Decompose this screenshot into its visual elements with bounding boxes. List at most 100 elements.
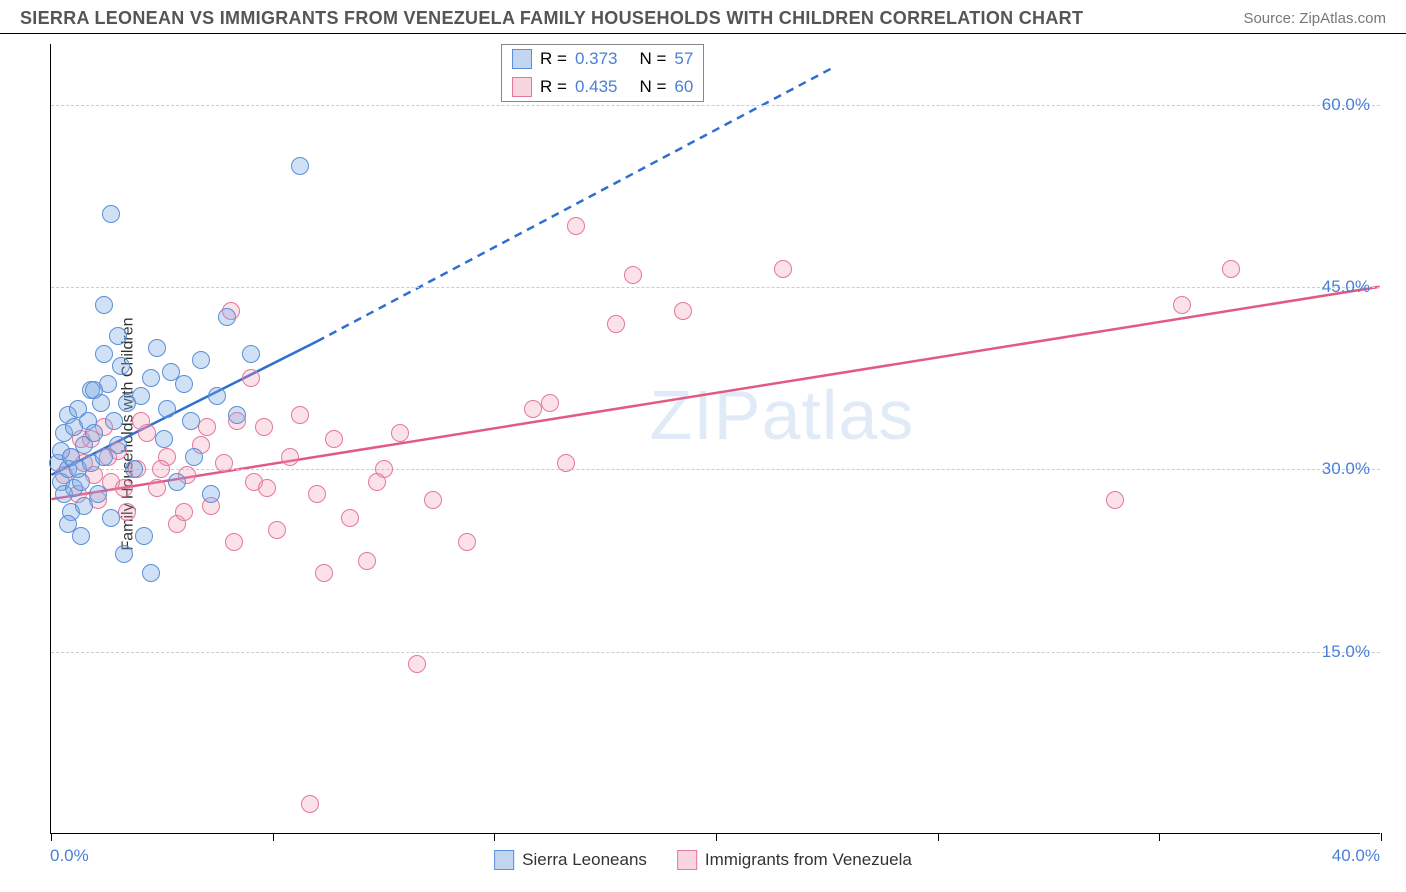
data-point-blue bbox=[85, 424, 103, 442]
y-tick-label: 60.0% bbox=[1322, 95, 1370, 115]
data-point-pink bbox=[175, 503, 193, 521]
data-point-blue bbox=[202, 485, 220, 503]
data-point-pink bbox=[268, 521, 286, 539]
data-point-pink bbox=[225, 533, 243, 551]
data-point-pink bbox=[1106, 491, 1124, 509]
data-point-pink bbox=[152, 460, 170, 478]
data-point-blue bbox=[135, 527, 153, 545]
data-point-pink bbox=[115, 479, 133, 497]
data-point-blue bbox=[132, 387, 150, 405]
data-point-pink bbox=[607, 315, 625, 333]
data-point-blue bbox=[228, 406, 246, 424]
stats-legend-box: R = 0.373N = 57R = 0.435N = 60 bbox=[501, 44, 704, 102]
data-point-pink bbox=[198, 418, 216, 436]
data-point-pink bbox=[368, 473, 386, 491]
data-point-pink bbox=[215, 454, 233, 472]
chart-header: SIERRA LEONEAN VS IMMIGRANTS FROM VENEZU… bbox=[0, 0, 1406, 34]
data-point-pink bbox=[674, 302, 692, 320]
data-point-blue bbox=[95, 296, 113, 314]
data-point-blue bbox=[182, 412, 200, 430]
x-tick bbox=[273, 833, 274, 841]
gridline-h bbox=[51, 652, 1380, 653]
data-point-blue bbox=[142, 564, 160, 582]
data-point-blue bbox=[158, 400, 176, 418]
data-point-blue bbox=[125, 460, 143, 478]
x-tick bbox=[938, 833, 939, 841]
data-point-blue bbox=[142, 369, 160, 387]
data-point-blue bbox=[192, 351, 210, 369]
data-point-blue bbox=[109, 436, 127, 454]
data-point-blue bbox=[72, 527, 90, 545]
data-point-blue bbox=[72, 473, 90, 491]
data-point-pink bbox=[258, 479, 276, 497]
bottom-legend: Sierra Leoneans Immigrants from Venezuel… bbox=[494, 850, 912, 870]
legend-item-blue: Sierra Leoneans bbox=[494, 850, 647, 870]
data-point-blue bbox=[148, 339, 166, 357]
legend-label-blue: Sierra Leoneans bbox=[522, 850, 647, 870]
data-point-pink bbox=[524, 400, 542, 418]
data-point-blue bbox=[102, 509, 120, 527]
data-point-pink bbox=[458, 533, 476, 551]
x-tick bbox=[716, 833, 717, 841]
data-point-pink bbox=[315, 564, 333, 582]
legend-item-pink: Immigrants from Venezuela bbox=[677, 850, 912, 870]
data-point-pink bbox=[301, 795, 319, 813]
data-point-pink bbox=[132, 412, 150, 430]
data-point-blue bbox=[112, 357, 130, 375]
data-point-pink bbox=[391, 424, 409, 442]
data-point-blue bbox=[155, 430, 173, 448]
data-point-pink bbox=[557, 454, 575, 472]
data-point-blue bbox=[102, 205, 120, 223]
data-point-blue bbox=[185, 448, 203, 466]
data-point-pink bbox=[358, 552, 376, 570]
watermark: ZIPatlas bbox=[650, 375, 915, 455]
data-point-blue bbox=[89, 485, 107, 503]
data-point-pink bbox=[308, 485, 326, 503]
data-point-pink bbox=[281, 448, 299, 466]
data-point-pink bbox=[325, 430, 343, 448]
data-point-pink bbox=[541, 394, 559, 412]
trend-lines bbox=[51, 44, 1380, 833]
page-title: SIERRA LEONEAN VS IMMIGRANTS FROM VENEZU… bbox=[20, 8, 1083, 29]
data-point-pink bbox=[1173, 296, 1191, 314]
plot-area: ZIPatlas R = 0.373N = 57R = 0.435N = 60 … bbox=[50, 44, 1380, 834]
x-tick bbox=[1159, 833, 1160, 841]
data-point-blue bbox=[85, 381, 103, 399]
x-tick-min: 0.0% bbox=[50, 846, 89, 866]
y-tick-label: 15.0% bbox=[1322, 642, 1370, 662]
data-point-blue bbox=[291, 157, 309, 175]
gridline-h bbox=[51, 287, 1380, 288]
data-point-pink bbox=[118, 503, 136, 521]
swatch-blue bbox=[512, 49, 532, 69]
stats-row: R = 0.373N = 57 bbox=[502, 45, 703, 73]
gridline-h bbox=[51, 469, 1380, 470]
data-point-blue bbox=[242, 345, 260, 363]
data-point-pink bbox=[424, 491, 442, 509]
data-point-pink bbox=[408, 655, 426, 673]
swatch-pink bbox=[512, 77, 532, 97]
data-point-pink bbox=[242, 369, 260, 387]
stats-row: R = 0.435N = 60 bbox=[502, 73, 703, 101]
data-point-blue bbox=[168, 473, 186, 491]
data-point-blue bbox=[109, 327, 127, 345]
data-point-pink bbox=[291, 406, 309, 424]
data-point-pink bbox=[624, 266, 642, 284]
data-point-blue bbox=[95, 345, 113, 363]
chart-container: Family Households with Children ZIPatlas… bbox=[0, 34, 1406, 876]
swatch-pink bbox=[677, 850, 697, 870]
legend-label-pink: Immigrants from Venezuela bbox=[705, 850, 912, 870]
swatch-blue bbox=[494, 850, 514, 870]
data-point-pink bbox=[148, 479, 166, 497]
data-point-pink bbox=[255, 418, 273, 436]
data-point-blue bbox=[175, 375, 193, 393]
data-point-pink bbox=[567, 217, 585, 235]
data-point-blue bbox=[218, 308, 236, 326]
x-tick-max: 40.0% bbox=[1332, 846, 1380, 866]
gridline-h bbox=[51, 105, 1380, 106]
data-point-pink bbox=[1222, 260, 1240, 278]
x-tick bbox=[1381, 833, 1382, 841]
data-point-blue bbox=[59, 515, 77, 533]
x-tick bbox=[51, 833, 52, 841]
data-point-pink bbox=[341, 509, 359, 527]
x-tick bbox=[494, 833, 495, 841]
